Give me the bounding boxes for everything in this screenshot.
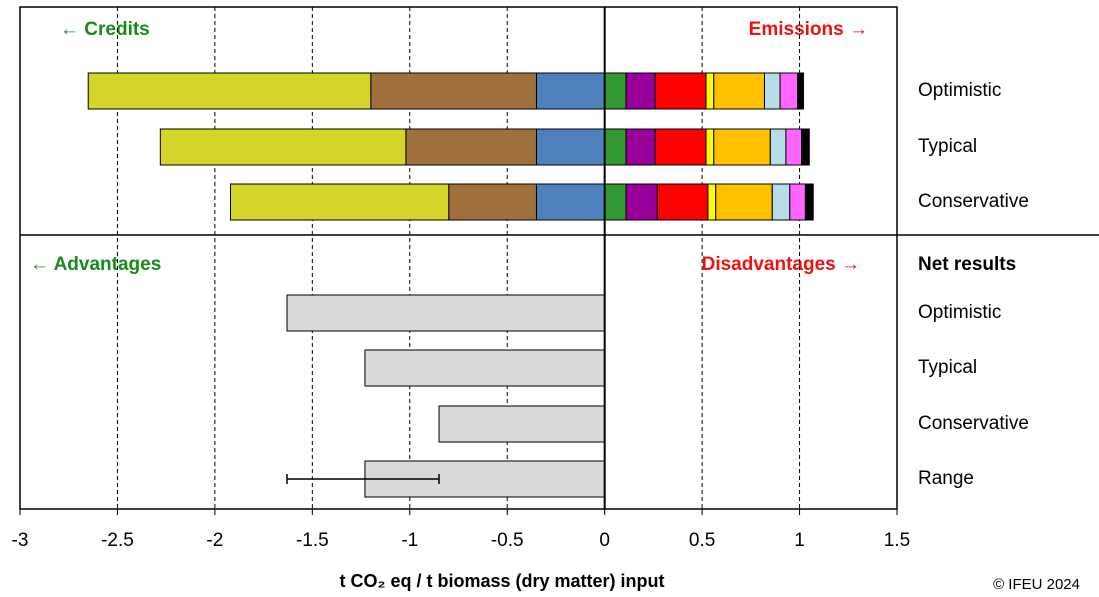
annotation: Emissions → — [749, 19, 868, 40]
bar-segment — [771, 183, 791, 221]
bar-segment — [625, 72, 656, 110]
x-tick-label: -0.5 — [491, 530, 524, 551]
x-tick-label: -1.5 — [296, 530, 329, 551]
x-tick-label: -2.5 — [101, 530, 134, 551]
bar-segment — [769, 128, 787, 166]
bar-segment — [370, 72, 537, 110]
bar-segment — [763, 72, 781, 110]
bar-segment — [604, 183, 627, 221]
net-category-label: Range — [918, 468, 974, 489]
bar-segment — [604, 72, 627, 110]
plot-frame — [19, 6, 898, 510]
bar-segment — [656, 183, 709, 221]
bar-segment — [801, 128, 810, 166]
bar-segment — [625, 183, 658, 221]
bar-segment — [625, 128, 656, 166]
x-tick-label: 1 — [794, 530, 805, 551]
x-tick-label: 0 — [599, 530, 610, 551]
bar-segment — [707, 183, 717, 221]
bar-segment — [405, 128, 537, 166]
bar-segment — [797, 72, 804, 110]
bar-segment — [159, 128, 407, 166]
bar-segment — [229, 183, 450, 221]
net-title: Net results — [918, 254, 1016, 275]
bar-segment — [715, 183, 773, 221]
x-tick-label: 1.5 — [884, 530, 910, 551]
net-category-label: Optimistic — [918, 302, 1001, 323]
x-tick-label: -3 — [12, 530, 29, 551]
annotation: ← Credits — [60, 19, 150, 40]
annotation: ← Advantages — [30, 254, 161, 275]
x-tick-label: -1 — [401, 530, 418, 551]
bar-segment — [713, 72, 765, 110]
category-label: Optimistic — [918, 80, 1001, 101]
category-label: Typical — [918, 136, 977, 157]
footer: © IFEU 2024 — [993, 576, 1080, 593]
category-label: Conservative — [918, 191, 1029, 212]
bar-segment — [535, 128, 606, 166]
bar-segment — [654, 128, 707, 166]
bar-segment — [535, 183, 606, 221]
bar-segment — [654, 72, 707, 110]
bar-segment — [448, 183, 537, 221]
net-bar — [364, 349, 606, 387]
bar-segment — [785, 128, 803, 166]
x-tick-label: 0.5 — [689, 530, 715, 551]
bar-segment — [604, 128, 627, 166]
bar-segment — [789, 183, 806, 221]
net-bar — [438, 405, 606, 443]
bar-segment — [713, 128, 771, 166]
net-bar — [286, 294, 606, 332]
x-axis-label: t CO₂ eq / t biomass (dry matter) input — [339, 571, 664, 591]
net-category-label: Conservative — [918, 413, 1029, 434]
x-tick-label: -2 — [206, 530, 223, 551]
annotation: Disadvantages → — [702, 254, 860, 275]
bar-segment — [804, 183, 814, 221]
bar-segment — [779, 72, 799, 110]
bar-segment — [87, 72, 372, 110]
net-category-label: Typical — [918, 357, 977, 378]
bar-segment — [705, 72, 715, 110]
bar-segment — [705, 128, 715, 166]
bar-segment — [535, 72, 606, 110]
